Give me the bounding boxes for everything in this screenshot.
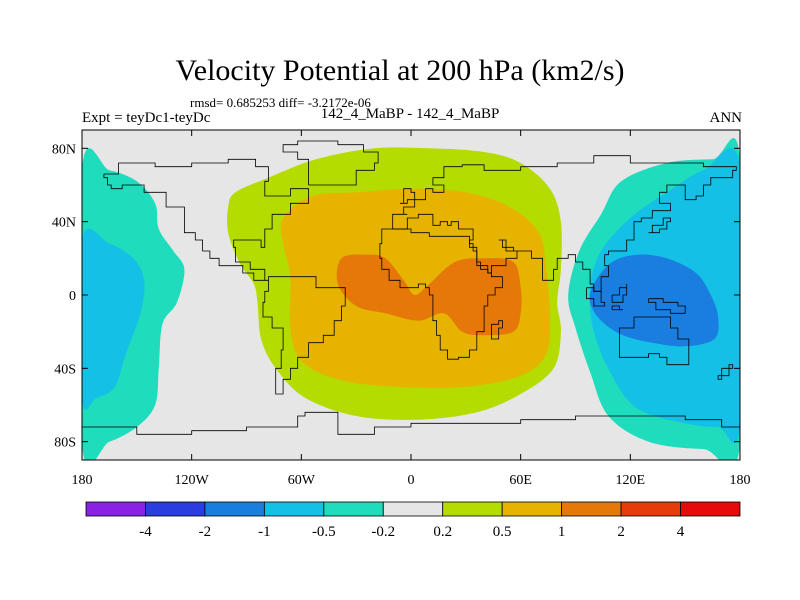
colorbar-box-5	[382, 501, 444, 517]
y-tick-label-3: 40S	[54, 362, 76, 377]
x-tick-label-5: 120E	[616, 473, 646, 488]
case-label: 142_4_MaBP - 142_4_MaBP	[320, 106, 500, 122]
x-tick-label-6: 180	[730, 473, 751, 488]
colorbar-box-1	[145, 501, 206, 517]
stats-label: rmsd= 0.685253 diff= -3.2172e-06	[190, 95, 371, 110]
season-label: ANN	[709, 110, 743, 126]
colorbar-label-6: 0.5	[493, 524, 512, 540]
x-tick-label-3: 0	[408, 473, 415, 488]
y-tick-label-1: 40N	[52, 216, 76, 231]
contour-fills	[82, 138, 740, 460]
colorbar-label-9: 4	[677, 524, 685, 540]
colorbar-label-3: -0.5	[312, 524, 336, 540]
coastline-6	[619, 316, 690, 366]
coastline-11	[648, 217, 671, 234]
coastline-4	[379, 228, 503, 360]
coastline-8	[611, 305, 623, 311]
colorbar-label-1: -2	[199, 524, 212, 540]
coastline-9	[611, 284, 628, 303]
y-tick-label-4: 80S	[54, 436, 76, 451]
colorbar-label-2: -1	[258, 524, 271, 540]
colorbar-label-8: 2	[617, 524, 625, 540]
coastline-13	[82, 411, 740, 435]
experiment-label: Expt = teyDc1-teyDc	[82, 110, 211, 126]
coastline-1	[262, 276, 346, 395]
y-axis: 80N 40N 0 40S 80S	[52, 142, 740, 451]
colorbar-box-3	[263, 501, 325, 517]
colorbar-box-8	[561, 501, 622, 517]
colorbar-label-5: 0.2	[433, 524, 452, 540]
x-tick-label-2: 60W	[288, 473, 316, 488]
colorbar-box-9	[620, 501, 681, 517]
colorbar-label-7: 1	[558, 524, 566, 540]
colorbar-box-2	[204, 501, 265, 517]
colorbar-box-0	[85, 501, 146, 517]
x-tick-label-0: 180	[72, 473, 93, 488]
colorbar-box-4	[323, 501, 384, 517]
y-tick-label-2: 0	[69, 289, 76, 304]
colorbar-label-0: -4	[139, 524, 152, 540]
coastline-3	[392, 155, 737, 292]
coastline-14	[717, 364, 734, 380]
contour-region-7	[589, 254, 719, 347]
coastlines	[82, 140, 740, 435]
colorbar: -4 -2 -1 -0.5 -0.2 0.2 0.5 1 2 4	[85, 501, 741, 540]
coastline-0	[103, 158, 309, 281]
coastline-2	[282, 140, 379, 186]
coastline-7	[586, 287, 606, 307]
contour-region-4	[82, 228, 145, 410]
colorbar-box-6	[442, 501, 503, 517]
coastline-10	[648, 298, 686, 314]
colorbar-box-7	[501, 501, 563, 517]
colorbar-label-4: -0.2	[371, 524, 395, 540]
coastline-5	[491, 320, 503, 340]
chart-title: Velocity Potential at 200 hPa (km2/s)	[175, 54, 625, 87]
contour-region-1	[280, 188, 551, 388]
y-tick-label-0: 80N	[52, 142, 76, 157]
coastline-12	[400, 188, 416, 204]
colorbar-box-10	[680, 501, 741, 517]
x-tick-label-1: 120W	[175, 473, 210, 488]
x-tick-label-4: 60E	[509, 473, 532, 488]
x-axis: 180 120W 60W 0 60E 120E 180	[72, 130, 751, 488]
